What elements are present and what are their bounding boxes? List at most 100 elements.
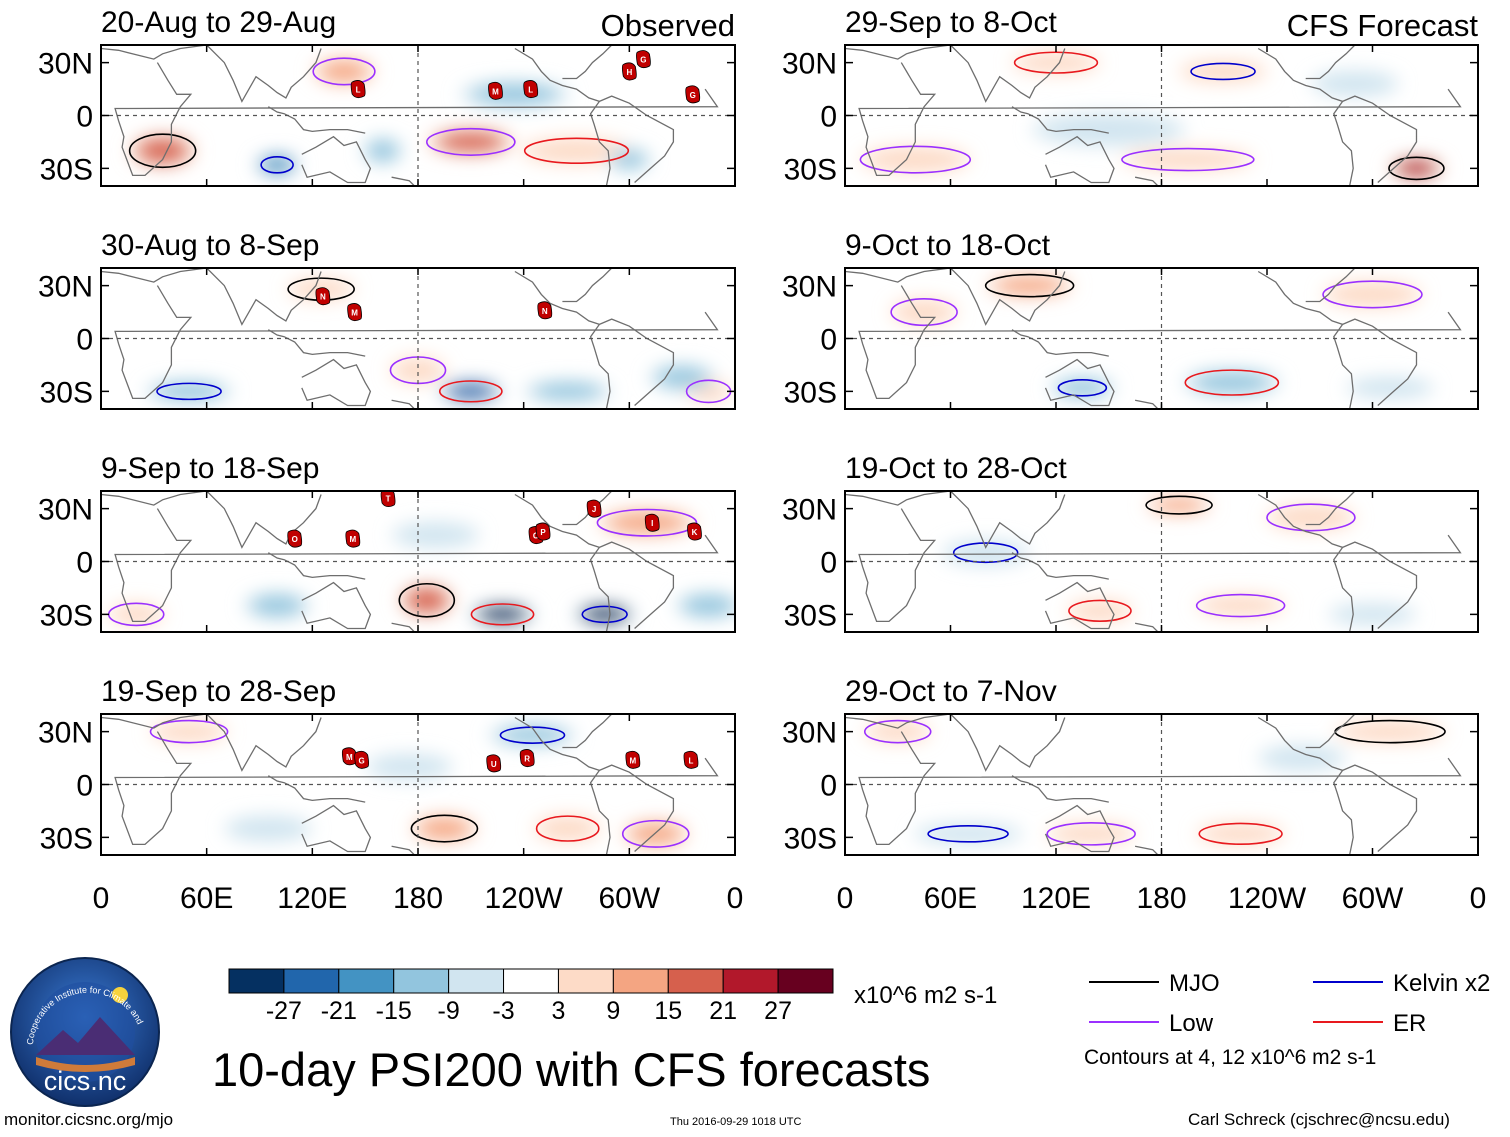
y-tick-label: 30S [784, 153, 837, 186]
legend-label: ER [1393, 1010, 1426, 1037]
low-contour [596, 508, 698, 537]
y-tick-label: 0 [76, 101, 93, 134]
storm-letter: M [630, 756, 637, 765]
y-tick-label: 30N [38, 717, 93, 750]
storm-letter: L [356, 86, 361, 95]
storm-letter: N [542, 307, 548, 316]
coastline [1044, 135, 1115, 184]
y-tick-label: 0 [820, 324, 837, 357]
kelvin-contour [952, 542, 1019, 564]
y-tick-label: 30S [784, 822, 837, 855]
panel-plot-area [845, 714, 1478, 855]
storm-marker: G [354, 750, 370, 769]
coastline [1342, 318, 1418, 406]
er-contour [1013, 51, 1099, 74]
storm-marker: R [519, 749, 535, 768]
storm-letter: I [651, 519, 653, 528]
x-tick-label: 60W [1342, 882, 1404, 915]
coastline [1011, 552, 1109, 580]
coastline [1305, 714, 1356, 749]
footer-credit: Carl Schreck (cjschrec@ncsu.edu) [1188, 1110, 1450, 1129]
coastline [562, 268, 613, 303]
storm-marker: O [287, 529, 303, 548]
coastline [1257, 270, 1354, 409]
anomaly-core [1205, 825, 1276, 843]
coastline [1044, 804, 1115, 853]
storm-marker: M [341, 747, 357, 766]
anomaly-core [1319, 73, 1391, 95]
anomaly-core [1056, 825, 1127, 843]
coastline [514, 47, 611, 186]
anomaly-core [1020, 53, 1092, 72]
storm-letter: L [528, 86, 533, 95]
er-contour [1198, 822, 1283, 846]
panel-plot-area [845, 268, 1478, 409]
y-tick-label: 30N [38, 271, 93, 304]
coastline [845, 268, 1066, 326]
mjo-contour [984, 273, 1075, 298]
x-tick-label: 120E [1021, 882, 1091, 915]
coastline [1044, 581, 1115, 630]
anomaly-field [150, 720, 689, 848]
er-contour [535, 815, 600, 842]
kelvin-contour [581, 605, 628, 624]
er-contour [523, 137, 630, 164]
anomaly-core [497, 726, 568, 744]
storm-marker: N [537, 301, 553, 320]
colorbar-tick-label: -27 [266, 997, 302, 1025]
storm-marker: J [586, 499, 602, 518]
colorbar-tick-label: 3 [552, 997, 566, 1025]
x-tick-label: 60W [598, 882, 660, 915]
panel-title: 9-Sep to 18-Sep [101, 452, 319, 485]
x-tick-label: 60E [924, 882, 977, 915]
coastline [391, 845, 415, 855]
footer-url[interactable]: monitor.cicsnc.org/mjo [4, 1110, 174, 1129]
low-contour [621, 819, 690, 848]
colorbar-swatch [338, 968, 395, 994]
anomaly-core [1056, 379, 1109, 397]
low-contour [859, 145, 972, 174]
mjo-contour [398, 582, 456, 618]
panel-plot-area: N M N [101, 268, 735, 409]
coastline [599, 95, 675, 183]
legend-label: Low [1169, 1010, 1214, 1037]
cicsnc-logo: Cooperative Institute for Climate and Sa… [5, 947, 163, 1110]
x-tick-label: 0 [727, 882, 744, 915]
storm-swirl [625, 750, 641, 769]
colorbar-tick-label: 9 [606, 997, 620, 1025]
storm-letter: G [359, 756, 365, 765]
low-contour [863, 719, 932, 744]
storm-letter: P [540, 528, 546, 537]
storm-swirl [287, 529, 303, 548]
panel-title: 19-Oct to 28-Oct [845, 452, 1067, 485]
storm-swirl [523, 80, 539, 99]
y-tick-label: 30S [40, 153, 93, 186]
anomaly-core [470, 83, 559, 105]
coastline [858, 508, 1462, 623]
y-tick-label: 0 [76, 547, 93, 580]
panel-title: 29-Sep to 8-Oct [845, 6, 1057, 39]
storm-swirl [347, 303, 362, 322]
storm-swirl [350, 80, 366, 99]
anomaly-core [404, 587, 449, 614]
storm-letter: G [640, 56, 646, 65]
y-tick-label: 0 [76, 770, 93, 803]
storm-swirl [486, 754, 502, 773]
colorbar-tick-label: -3 [492, 997, 514, 1025]
coastline [301, 358, 372, 407]
coastline [1134, 845, 1159, 855]
coastline [301, 135, 372, 184]
er-contour [1184, 369, 1280, 396]
storm-swirl [687, 522, 702, 541]
storm-marker: P [535, 522, 551, 541]
anomaly-core [1332, 283, 1413, 306]
coastline [114, 731, 719, 846]
storm-letter: O [533, 532, 539, 541]
coastline [1305, 45, 1356, 80]
